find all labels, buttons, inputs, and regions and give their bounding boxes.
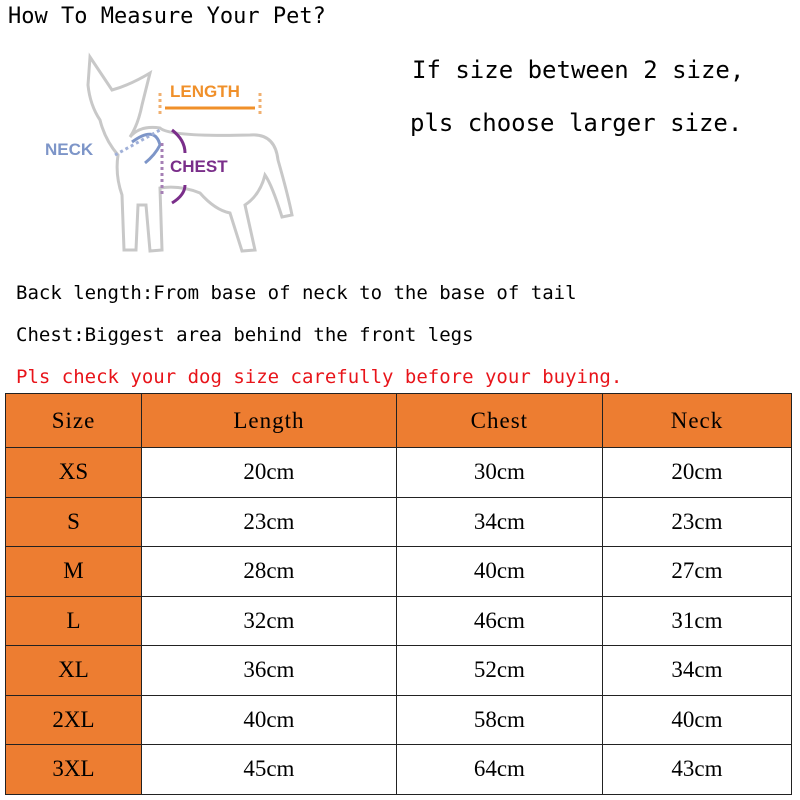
cell-neck: 20cm	[601, 447, 793, 498]
chest-definition: Chest:Biggest area behind the front legs	[16, 324, 474, 346]
cell-chest: 58cm	[395, 694, 603, 745]
size-note-2: pls choose larger size.	[410, 109, 743, 137]
cell-size: 2XL	[5, 694, 142, 745]
header-chest: Chest	[395, 393, 603, 448]
warning-text: Pls check your dog size carefully before…	[16, 366, 623, 388]
cell-length: 36cm	[141, 645, 397, 696]
size-table: Size Length Chest Neck XS 20cm 30cm 20cm S 23…	[5, 393, 793, 795]
cell-size: XS	[5, 447, 142, 498]
cell-chest: 34cm	[395, 496, 603, 547]
header-length: Length	[141, 393, 397, 448]
cell-neck: 34cm	[601, 645, 793, 696]
cell-size: M	[5, 546, 142, 597]
table-header-row: Size Length Chest Neck	[5, 393, 793, 448]
cell-chest: 40cm	[395, 546, 603, 597]
cell-length: 23cm	[141, 496, 397, 547]
header-neck: Neck	[601, 393, 793, 448]
table-row: XL 36cm 52cm 34cm	[5, 645, 793, 696]
table-row: 2XL 40cm 58cm 40cm	[5, 694, 793, 745]
cell-length: 40cm	[141, 694, 397, 745]
cell-chest: 46cm	[395, 595, 603, 646]
cell-size: XL	[5, 645, 142, 696]
cell-neck: 27cm	[601, 546, 793, 597]
length-label: LENGTH	[170, 82, 240, 101]
table-row: L 32cm 46cm 31cm	[5, 595, 793, 646]
chest-label: CHEST	[170, 157, 228, 176]
cell-length: 28cm	[141, 546, 397, 597]
neck-label: NECK	[45, 140, 94, 159]
cell-neck: 31cm	[601, 595, 793, 646]
size-note-1: If size between 2 size,	[412, 56, 745, 84]
table-row: 3XL 45cm 64cm 43cm	[5, 744, 793, 795]
dog-silhouette	[86, 52, 294, 253]
cell-size: L	[5, 595, 142, 646]
header-size: Size	[5, 393, 142, 448]
cell-length: 20cm	[141, 447, 397, 498]
table-row: S 23cm 34cm 23cm	[5, 496, 793, 547]
cell-chest: 64cm	[395, 744, 603, 795]
table-row: XS 20cm 30cm 20cm	[5, 447, 793, 498]
cell-length: 32cm	[141, 595, 397, 646]
page-title: How To Measure Your Pet?	[8, 4, 326, 29]
cell-neck: 43cm	[601, 744, 793, 795]
cell-neck: 40cm	[601, 694, 793, 745]
back-length-definition: Back length:From base of neck to the bas…	[16, 282, 577, 304]
table-row: M 28cm 40cm 27cm	[5, 546, 793, 597]
cell-neck: 23cm	[601, 496, 793, 547]
cell-length: 45cm	[141, 744, 397, 795]
cell-chest: 52cm	[395, 645, 603, 696]
cell-chest: 30cm	[395, 447, 603, 498]
cell-size: S	[5, 496, 142, 547]
cell-size: 3XL	[5, 744, 142, 795]
dog-measure-diagram: LENGTH NECK CHEST	[45, 52, 294, 253]
